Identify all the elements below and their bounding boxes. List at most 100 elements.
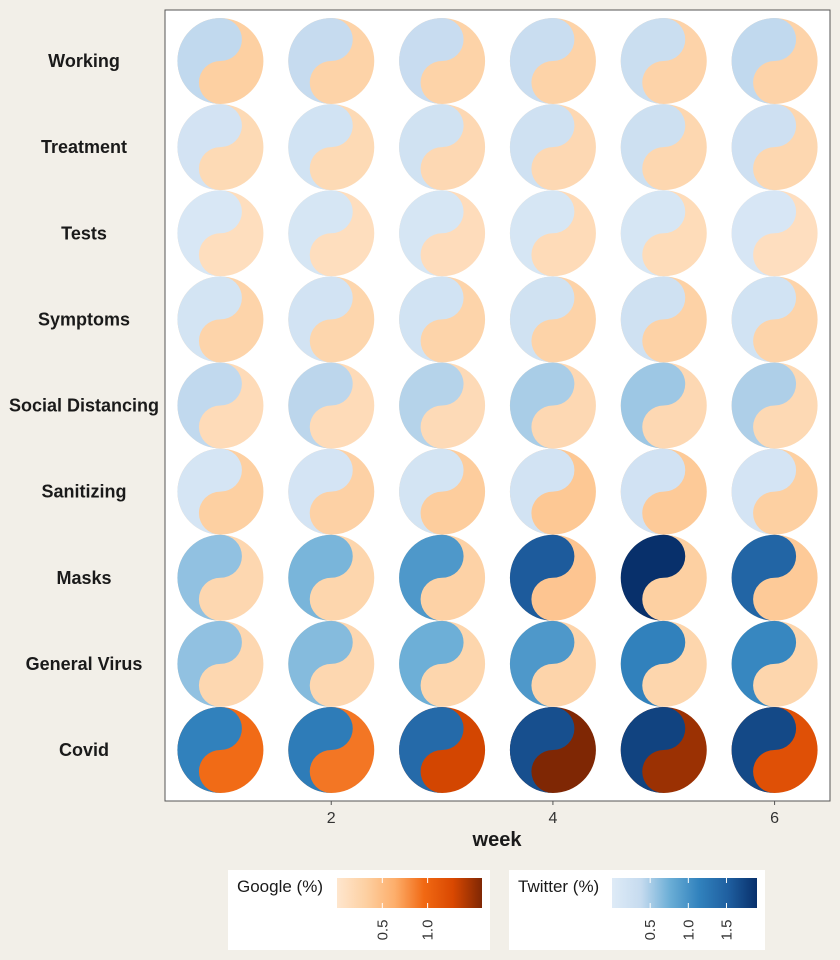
yinyang-glyph: [177, 362, 264, 449]
twitter-half: [177, 190, 242, 277]
yinyang-glyph: [288, 707, 375, 793]
yinyang-glyph: [620, 534, 707, 621]
twitter-half: [620, 707, 686, 793]
yinyang-glyph: [399, 190, 486, 277]
twitter-half: [288, 104, 353, 191]
twitter-half: [509, 707, 575, 793]
twitter-half: [509, 104, 575, 191]
legend-google-title: Google (%): [237, 877, 323, 896]
twitter-half: [731, 190, 797, 277]
twitter-half: [620, 18, 686, 104]
yinyang-glyph: [731, 707, 818, 793]
yinyang-glyph: [509, 18, 596, 104]
yinyang-glyph: [399, 707, 486, 793]
row-label: Working: [48, 51, 120, 71]
yinyang-glyph: [731, 362, 818, 449]
yinyang-glyph: [620, 104, 707, 191]
plot-panel: [164, 9, 831, 802]
twitter-half: [731, 448, 797, 535]
yinyang-glyph: [509, 104, 596, 191]
twitter-half: [731, 276, 797, 363]
twitter-half: [620, 620, 686, 707]
twitter-half: [731, 534, 797, 621]
twitter-half: [288, 707, 353, 793]
yinyang-glyph: [399, 362, 486, 449]
yinyang-glyph: [509, 190, 596, 277]
yinyang-glyph: [288, 534, 375, 621]
legend-google-colorbar: [337, 878, 482, 908]
yinyang-glyph: [177, 534, 264, 621]
yinyang-glyph: [399, 18, 486, 104]
legend-google: Google (%) 0.5 1.0: [228, 870, 490, 950]
yinyang-glyph: [509, 448, 596, 535]
legend-twitter-title: Twitter (%): [518, 877, 599, 896]
x-tick-label: 6: [770, 810, 779, 827]
row-label: Sanitizing: [42, 482, 127, 502]
twitter-half: [288, 18, 353, 104]
twitter-half: [399, 104, 464, 191]
twitter-half: [509, 190, 575, 277]
legend-twitter-colorbar: [612, 878, 757, 908]
row-label: Symptoms: [38, 309, 130, 329]
legend-tick-label: 0.5: [642, 920, 659, 941]
twitter-half: [288, 534, 353, 621]
yinyang-glyph: [509, 534, 596, 621]
twitter-half: [509, 362, 575, 449]
row-label: General Virus: [26, 654, 143, 674]
twitter-half: [288, 190, 353, 277]
yinyang-glyph: [620, 620, 707, 707]
twitter-half: [399, 534, 464, 621]
twitter-half: [509, 620, 575, 707]
twitter-half: [620, 190, 686, 277]
yinyang-glyph: [288, 190, 375, 277]
twitter-half: [620, 362, 686, 449]
x-tick-label: 4: [548, 810, 557, 827]
yinyang-glyph: [731, 190, 818, 277]
twitter-half: [399, 190, 464, 277]
yinyang-glyph: [177, 18, 264, 104]
yinyang-glyph: [177, 448, 264, 535]
row-labels: Working Treatment Tests Symptoms Social Dist…: [9, 51, 159, 760]
yinyang-glyph: [399, 276, 486, 363]
twitter-half: [731, 104, 797, 191]
twitter-half: [177, 276, 242, 363]
x-axis-ticks: 2 4 6: [327, 801, 779, 827]
yinyang-glyph: [177, 276, 264, 363]
yinyang-glyph: [288, 18, 375, 104]
twitter-half: [731, 362, 797, 449]
row-label: Tests: [61, 223, 107, 243]
twitter-half: [288, 276, 353, 363]
legend-tick-label: 1.5: [718, 920, 735, 941]
yinyang-glyph: [731, 104, 818, 191]
yinyang-glyph: [509, 362, 596, 449]
twitter-half: [620, 534, 686, 621]
twitter-half: [288, 620, 353, 707]
twitter-half: [509, 18, 575, 104]
twitter-half: [620, 104, 686, 191]
yinyang-glyph: [288, 620, 375, 707]
twitter-half: [509, 448, 575, 535]
yinyang-glyph: [177, 104, 264, 191]
yinyang-glyph: [620, 276, 707, 363]
twitter-half: [731, 620, 797, 707]
yinyang-glyph: [288, 104, 375, 191]
x-tick-label: 2: [327, 810, 336, 827]
yinyang-glyph: [177, 707, 264, 793]
yinyang-glyph: [288, 362, 375, 449]
twitter-half: [731, 18, 797, 104]
yinyang-glyph: [620, 707, 707, 793]
row-label: Social Distancing: [9, 396, 159, 416]
yinyang-glyph: [288, 276, 375, 363]
twitter-half: [399, 620, 464, 707]
twitter-half: [177, 362, 242, 449]
yinyang-glyph: [177, 190, 264, 277]
yinyang-glyph: [731, 18, 818, 104]
yinyang-glyph: [731, 620, 818, 707]
twitter-half: [288, 362, 353, 449]
legend-twitter-ticks: 0.5 1.0 1.5: [642, 878, 735, 940]
yinyang-glyph: [399, 104, 486, 191]
yinyang-glyph: [509, 276, 596, 363]
twitter-half: [399, 448, 464, 535]
